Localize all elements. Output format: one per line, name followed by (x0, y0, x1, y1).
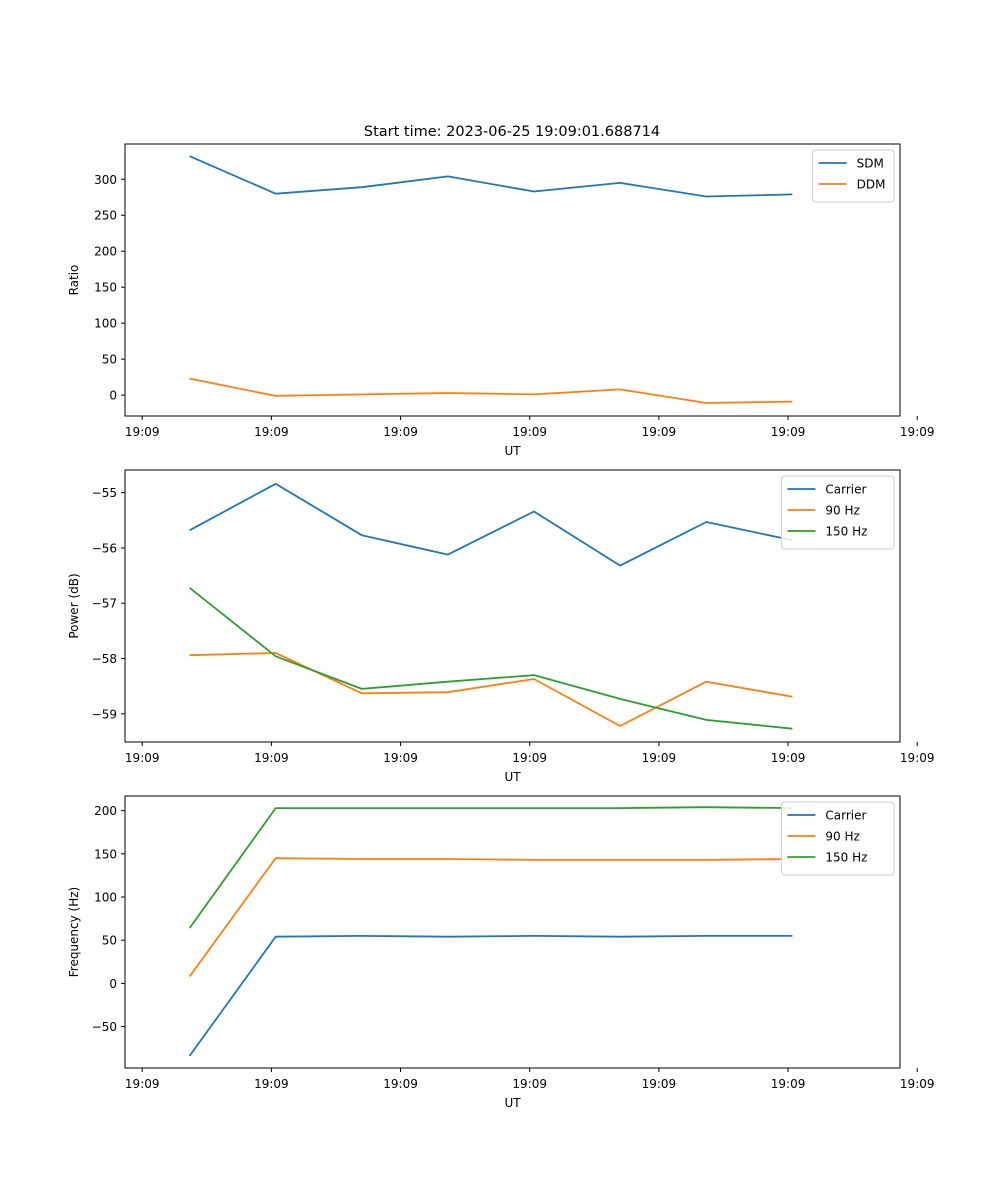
x-tick-label: 19:09 (125, 425, 160, 439)
series-line-ddm (189, 377, 793, 404)
series-line-90-hz (189, 652, 793, 727)
y-tick-label: 150 (94, 847, 117, 861)
legend: SDM DDM (812, 149, 895, 203)
x-tick-label: 19:09 (125, 751, 160, 765)
x-tick-label: 19:09 (254, 751, 289, 765)
x-tick-label: 19:09 (512, 1077, 547, 1091)
series-line-150-hz (189, 587, 793, 730)
x-tick-label: 19:09 (642, 425, 677, 439)
y-tick-label: 0 (109, 977, 117, 991)
series-line-90-hz (188, 857, 793, 978)
x-tick-label: 19:09 (771, 1077, 806, 1091)
x-tick-label: 19:09 (383, 1077, 418, 1091)
y-tick-label: 50 (102, 353, 117, 367)
y-tick-label: 200 (94, 804, 117, 818)
legend: Carrier 90 Hz 150 Hz (780, 801, 895, 876)
legend-label: Carrier (825, 483, 866, 497)
y-tick-label: 100 (94, 317, 117, 331)
y-tick-label: −59 (92, 707, 117, 721)
legend: Carrier 90 Hz 150 Hz (780, 475, 895, 550)
y-tick-label: 250 (94, 209, 117, 223)
x-tick-label: 19:09 (771, 751, 806, 765)
plot-frame (124, 795, 901, 1069)
x-tick-label: 19:09 (642, 751, 677, 765)
y-axis-label: Power (dB) (67, 573, 81, 638)
y-tick-label: 150 (94, 281, 117, 295)
plot-frame (124, 143, 901, 417)
chart-panel-2: 19:09 19:09 19:09 19:09 19:09 19:09 19:09 −55 −5… (67, 469, 935, 784)
legend-label: 90 Hz (825, 830, 859, 844)
x-tick-label: 19:09 (254, 1077, 289, 1091)
legend-label: Carrier (825, 809, 866, 823)
series-line-carrier (188, 935, 793, 1057)
y-tick-label: 100 (94, 891, 117, 905)
x-tick-label: 19:09 (900, 425, 935, 439)
legend-label: DDM (857, 178, 886, 192)
y-tick-label: −57 (92, 597, 117, 611)
y-tick-label: 50 (102, 934, 117, 948)
series-line-150-hz (188, 806, 793, 929)
legend-label: 150 Hz (825, 525, 867, 539)
x-axis-label: UT (504, 770, 521, 784)
plot-frame (124, 469, 901, 743)
y-axis-label: Ratio (67, 265, 81, 296)
x-tick-label: 19:09 (900, 1077, 935, 1091)
x-tick-label: 19:09 (512, 425, 547, 439)
legend-label: 150 Hz (825, 851, 867, 865)
x-tick-label: 19:09 (254, 425, 289, 439)
y-axis-label: Frequency (Hz) (67, 887, 81, 978)
series-line-carrier (189, 482, 793, 567)
x-axis-label: UT (504, 444, 521, 458)
chart-panel-3: 19:09 19:09 19:09 19:09 19:09 19:09 19:09 −50 0 5… (67, 795, 935, 1110)
x-tick-label: 19:09 (642, 1077, 677, 1091)
figure-title: Start time: 2023-06-25 19:09:01.688714 (364, 124, 660, 140)
y-tick-label: 200 (94, 245, 117, 259)
x-tick-label: 19:09 (383, 425, 418, 439)
y-tick-label: 0 (109, 389, 117, 403)
x-tick-label: 19:09 (771, 425, 806, 439)
y-tick-label: −50 (92, 1020, 117, 1034)
y-tick-label: −58 (92, 652, 117, 666)
x-tick-label: 19:09 (900, 751, 935, 765)
x-tick-label: 19:09 (383, 751, 418, 765)
y-tick-label: 300 (94, 173, 117, 187)
y-tick-label: −55 (92, 486, 117, 500)
series-line-sdm (189, 155, 793, 198)
x-axis-label: UT (504, 1096, 521, 1110)
chart-panel-1: 19:09 19:09 19:09 19:09 19:09 19:09 19:09 0 50 10… (67, 143, 935, 458)
legend-label: 90 Hz (825, 504, 859, 518)
y-tick-label: −56 (92, 541, 117, 555)
x-tick-label: 19:09 (125, 1077, 160, 1091)
legend-label: SDM (857, 157, 884, 171)
x-tick-label: 19:09 (512, 751, 547, 765)
